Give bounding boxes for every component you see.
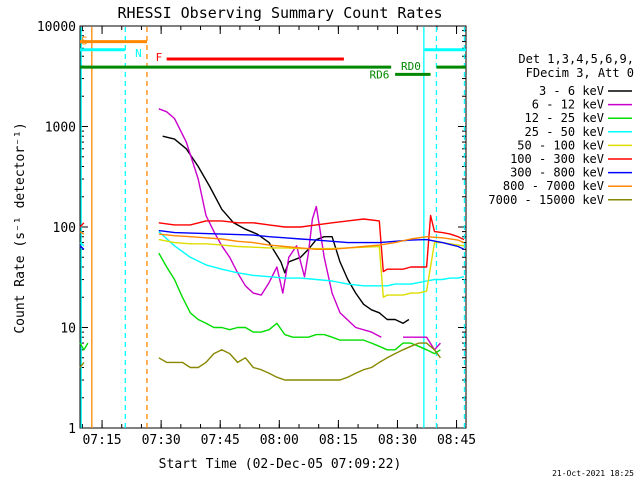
- series-line: [79, 252, 441, 355]
- legend-label: 12 - 25 keV: [525, 111, 604, 125]
- legend-header-line-1: Det 1,3,4,5,6,9,: [518, 52, 634, 66]
- y-tick-label: 10000: [37, 20, 76, 35]
- flag-label: F: [156, 51, 163, 64]
- plot-frame: [79, 25, 467, 429]
- x-tick-label: 07:15: [82, 433, 121, 448]
- flag-label: S: [81, 34, 88, 47]
- y-tick-label: 1000: [45, 121, 76, 136]
- x-axis-label: Start Time (02-Dec-05 07:09:22): [159, 457, 402, 472]
- series-line: [79, 231, 465, 250]
- flag-label: N: [135, 47, 142, 60]
- legend-label: 3 - 6 keV: [539, 84, 604, 98]
- legend-label: 25 - 50 keV: [525, 125, 604, 139]
- legend-header-line-2: FDecim 3, Att 0: [526, 66, 634, 80]
- legend-label: 100 - 300 keV: [510, 152, 604, 166]
- legend-label: 50 - 100 keV: [517, 138, 604, 152]
- series-line: [79, 231, 465, 287]
- x-tick-label: 07:45: [201, 433, 240, 448]
- series-line: [162, 135, 410, 324]
- chart-title: RHESSI Observing Summary Count Rates: [117, 4, 442, 22]
- series-line: [158, 108, 441, 351]
- legend-label: 6 - 12 keV: [532, 98, 604, 112]
- series-line: [79, 229, 465, 250]
- y-tick-label: 10: [60, 322, 76, 337]
- series-line: [79, 214, 465, 273]
- legend-label: 800 - 7000 keV: [503, 179, 604, 193]
- x-tick-label: 08:30: [378, 433, 417, 448]
- generation-timestamp: 21-Oct-2021 18:25: [552, 469, 634, 478]
- y-tick-label: 100: [53, 221, 76, 236]
- x-tick-label: 08:15: [319, 433, 358, 448]
- x-tick-label: 08:45: [437, 433, 476, 448]
- series-line: [79, 342, 441, 381]
- y-axis-label: Count Rate (s⁻¹ detector⁻¹): [13, 122, 28, 333]
- flag-label: RD0: [401, 60, 421, 73]
- y-tick-label: 1: [68, 422, 76, 437]
- x-tick-label: 07:30: [142, 433, 181, 448]
- legend-label: 300 - 800 keV: [510, 166, 604, 180]
- flag-label: RD6: [370, 68, 390, 81]
- x-tick-label: 08:00: [260, 433, 299, 448]
- legend-label: 7000 - 15000 keV: [488, 193, 604, 207]
